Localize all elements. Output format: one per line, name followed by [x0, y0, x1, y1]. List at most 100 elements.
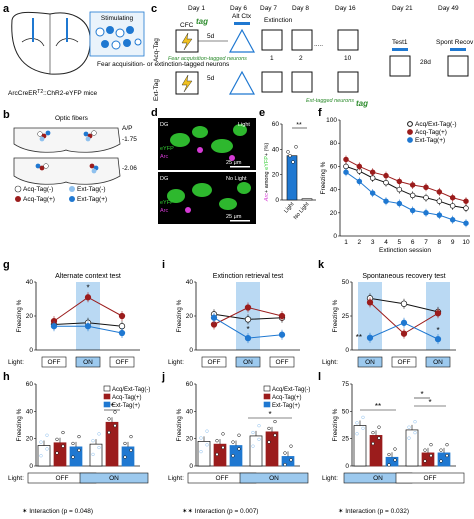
ytick-label-i: 0 [189, 347, 193, 354]
legend-ext-neg: Ext-Tag(-) [77, 186, 106, 193]
brain-section-1 [13, 127, 121, 153]
series-line-f [345, 165, 467, 209]
panel-e-letter: e [259, 107, 265, 119]
light-cond-label-k: ON [433, 359, 443, 366]
dot-j [251, 444, 255, 448]
light-label-k: Light: [322, 359, 338, 366]
ext-box-2 [291, 29, 313, 51]
point-f [463, 198, 469, 204]
extinction-label: Extinction [264, 17, 293, 24]
legend-label-f: Ext-Tag(+) [415, 137, 445, 144]
ap-label: A/P [122, 125, 132, 132]
ylabel-k: Freezing % [332, 299, 339, 332]
dot-l [429, 453, 433, 458]
point-i [278, 312, 286, 320]
ext-box-1 [261, 29, 283, 51]
dot-j [221, 445, 225, 450]
title-i: Extinction retrieval test [213, 273, 283, 280]
ytick-label-g: 0 [29, 347, 33, 354]
point-g [50, 323, 58, 330]
dot-e [288, 153, 292, 158]
dot-j [231, 440, 235, 444]
dot-l [361, 415, 365, 419]
point-i [244, 316, 252, 323]
sig-e: ** [296, 122, 302, 129]
title-k: Spontaneous recovery test [362, 273, 445, 280]
legend-swatch-h [103, 393, 111, 400]
ellipsis: ..... [314, 41, 323, 48]
point-f [383, 179, 389, 186]
point-f [396, 178, 403, 185]
title-g: Alternate context test [55, 273, 121, 280]
point-f [396, 186, 403, 193]
dot-j [215, 439, 219, 443]
sig-k2: * [436, 326, 439, 335]
dot-j [283, 462, 287, 467]
dot-h [107, 417, 111, 421]
point-f [343, 163, 349, 170]
ytick-label-h: 60 [26, 381, 34, 388]
light-cond-label-i: OFF [276, 359, 289, 366]
light-cond-box-k [425, 356, 451, 368]
legend-label-f: Acq-Tag(+) [415, 129, 447, 136]
ytick-label-j: 40 [186, 408, 194, 415]
legend-label-f: Acq/Ext-Tag(-) [415, 121, 457, 128]
dot-h [71, 441, 75, 446]
light-cond-label-g: OFF [48, 359, 61, 366]
dot-h [39, 454, 43, 458]
point-i [244, 304, 252, 311]
sig-i: * [246, 325, 249, 334]
legend-label-j: Acq-Tag(+) [272, 395, 302, 401]
point-f [436, 198, 443, 204]
bar-l [369, 435, 383, 467]
sig-l1: ** [375, 402, 381, 411]
interaction-j: ✶✶ Interaction (p = 0.007) [182, 507, 258, 515]
dot-e [294, 145, 298, 149]
dot-l [393, 458, 397, 462]
light-label-j: Light: [168, 475, 184, 482]
ytick-label-j: 60 [186, 381, 194, 388]
ap-value-2: -2.06 [122, 165, 137, 172]
point-f [356, 163, 363, 170]
test1-light-bar [392, 48, 408, 51]
light-cond-box-i [201, 356, 227, 368]
light-cond-box-i [235, 356, 261, 368]
dot-h [45, 433, 49, 437]
ytick-label-l: 25 [342, 436, 350, 443]
day-16-label: Day 16 [335, 5, 356, 12]
tag-label-2: tag [356, 99, 368, 108]
bar-l [353, 425, 367, 467]
ytick-label-f: 80 [330, 140, 338, 147]
gap-28d: 28d [420, 59, 431, 66]
ytick-label-f: 100 [326, 117, 337, 124]
dot-l [407, 425, 411, 429]
row-ext-tag-label: Ext-Tag [153, 79, 160, 101]
eyfp-label-1: eYFP [160, 146, 174, 152]
test1-box [389, 55, 411, 77]
dot-j [205, 429, 209, 433]
xtick-label-f: 2 [358, 239, 362, 246]
spont-light-bar [450, 48, 466, 51]
ytick-label-e: 20 [272, 172, 280, 179]
legend-swatch-j [263, 393, 271, 400]
legend-label-h: Ext-Tag(+) [112, 403, 140, 409]
point-f [396, 200, 403, 207]
dot-l [371, 431, 375, 435]
point-k [400, 319, 408, 326]
eyfp-label-2: eYFP [160, 200, 174, 206]
point-f [409, 192, 416, 199]
dot-l [371, 441, 375, 446]
light-cond-label-h: OFF [56, 475, 69, 482]
ytick-label-l: 75 [342, 381, 350, 388]
ytick-label-e: 60 [272, 121, 280, 128]
ytick-label-f: 20 [330, 210, 338, 217]
xtick-label-f: 1 [344, 239, 348, 246]
dot-h [129, 448, 133, 452]
shock-bolt-icon-2 [181, 74, 193, 93]
brain-outline [11, 11, 91, 75]
test1-label: Test1 [392, 39, 408, 46]
xtick-label-f: 8 [438, 239, 442, 246]
ext-box-1-row2 [261, 71, 283, 93]
